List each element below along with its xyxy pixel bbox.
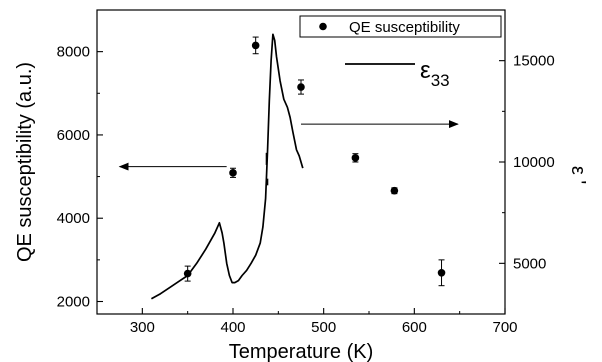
y-left-tick-label-4000: 4000 xyxy=(57,210,90,227)
x-tick-label-500: 500 xyxy=(311,319,336,336)
x-axis-ticks: 300 400 500 600 700 xyxy=(130,308,518,336)
y-left-tick-label-6000: 6000 xyxy=(57,127,90,144)
y-right-tick-label-5000: 5000 xyxy=(513,255,546,272)
scatter-point-4 xyxy=(351,154,360,162)
series-line-eps33 xyxy=(150,33,304,300)
legend-label-eps-sub: 33 xyxy=(431,71,450,90)
y-right-tick-label-10000: 10000 xyxy=(513,154,555,171)
y-left-tick-label-8000: 8000 xyxy=(57,44,90,61)
x-tick-label-300: 300 xyxy=(130,319,155,336)
y-left-axis-title: QE susceptibility (a.u.) xyxy=(14,62,36,262)
scatter-point-6 xyxy=(437,268,446,277)
legend-label-eps33: ε33 xyxy=(420,57,450,90)
legend-label-eps-base: ε xyxy=(420,57,431,84)
scatter-point-0 xyxy=(183,269,192,278)
legend-label-qe: QE susceptibility xyxy=(349,19,460,36)
legend-box xyxy=(299,15,502,38)
x-axis-title: Temperature (K) xyxy=(229,341,374,362)
y-right-axis-ticks: 5000 10000 15000 xyxy=(499,53,555,272)
x-tick-label-400: 400 xyxy=(220,319,245,336)
legend: QE susceptibility ε33 xyxy=(299,15,502,90)
y-right-axis-title: ε ' xyxy=(567,166,589,184)
scatter-point-3 xyxy=(297,83,305,91)
x-tick-label-600: 600 xyxy=(402,319,427,336)
scatter-point-2 xyxy=(251,41,260,50)
legend-marker-qe xyxy=(319,22,327,31)
annotations xyxy=(118,120,459,186)
x-tick-label-700: 700 xyxy=(492,319,517,336)
y-left-tick-label-2000: 2000 xyxy=(57,294,90,311)
y-left-axis-ticks: 2000 4000 6000 8000 xyxy=(57,44,103,311)
scatter-point-1 xyxy=(229,169,237,177)
series-scatter-qe xyxy=(183,36,446,287)
scatter-point-5 xyxy=(390,186,399,195)
y-right-tick-label-15000: 15000 xyxy=(513,53,555,70)
